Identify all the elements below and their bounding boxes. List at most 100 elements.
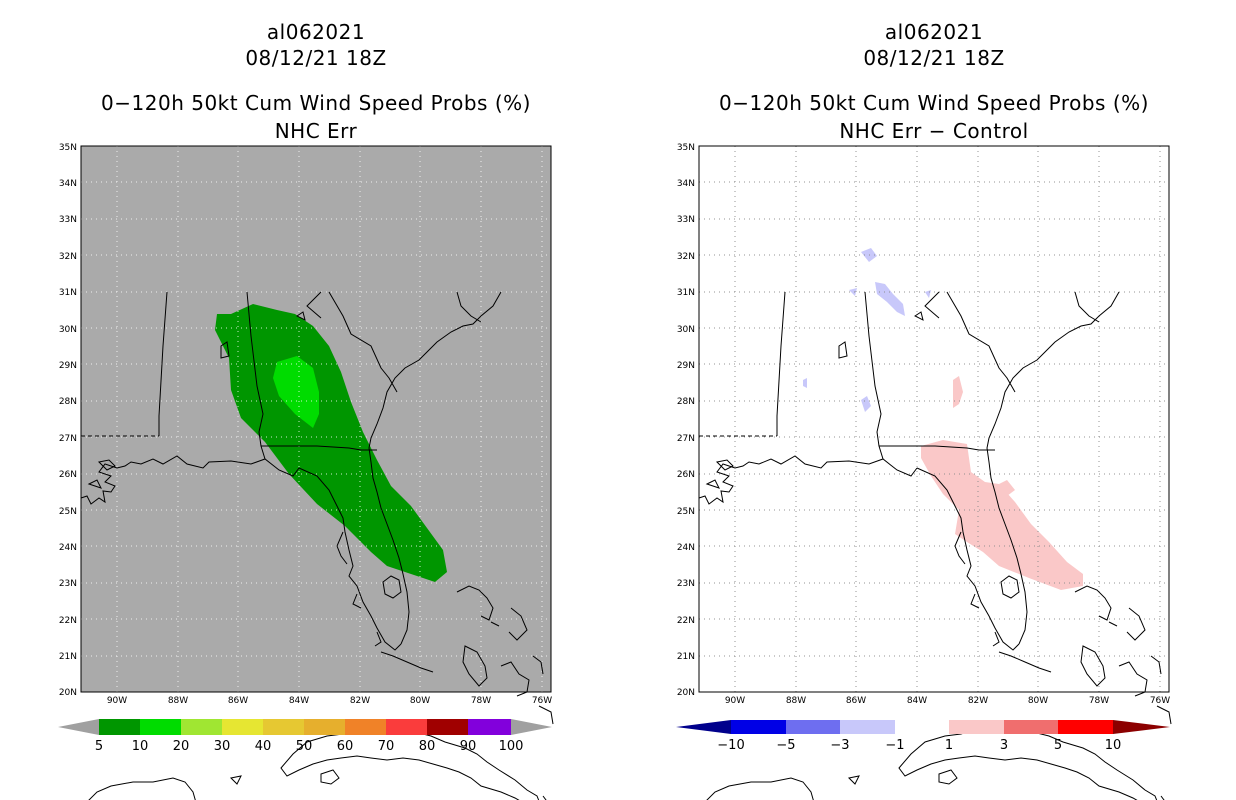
right-colorbar-end-low	[676, 720, 731, 734]
left-title-date: 08/12/21 18Z	[245, 46, 387, 70]
right-colorbar-label: −5	[776, 738, 795, 753]
left-colorbar-label: 80	[419, 739, 436, 754]
left-colorbar-label: 70	[378, 739, 395, 754]
lat-label: 26N	[677, 470, 695, 480]
lon-label: 80W	[1028, 696, 1048, 706]
right-colorbar-box	[895, 720, 949, 734]
lat-label: 32N	[59, 252, 77, 262]
left-colorbar-box	[468, 719, 511, 735]
lat-label: 23N	[677, 579, 695, 589]
right-diff-negative-spot	[849, 288, 857, 296]
lat-label: 31N	[59, 288, 77, 298]
right-diff-positive-small	[999, 480, 1015, 496]
right-map-panel	[698, 145, 1172, 800]
right-colorbar-end-high	[1113, 720, 1170, 734]
left-colorbar-end-high	[511, 719, 552, 735]
lat-label: 27N	[677, 434, 695, 444]
lat-label: 28N	[59, 397, 77, 407]
left-colorbar-label: 60	[337, 739, 354, 754]
right-lat-labels: 35N 34N 33N 32N 31N 30N 29N 28N 27N 26N …	[677, 143, 695, 698]
left-colorbar-label: 30	[214, 739, 231, 754]
lat-label: 24N	[59, 543, 77, 553]
right-diff-positive-west-coast	[953, 376, 963, 408]
right-title-date: 08/12/21 18Z	[863, 46, 1005, 70]
left-colorbar-label: 40	[255, 739, 272, 754]
left-lon-labels: 90W 88W 86W 84W 82W 80W 78W 76W	[107, 696, 552, 706]
lon-label: 88W	[168, 696, 188, 706]
lat-label: 29N	[59, 361, 77, 371]
lon-label: 82W	[350, 696, 370, 706]
lat-label: 27N	[59, 434, 77, 444]
left-colorbar-box	[222, 719, 263, 735]
left-colorbar-box	[386, 719, 427, 735]
right-colorbar-label: −1	[885, 738, 904, 753]
left-colorbar-box	[427, 719, 468, 735]
left-prob-swath-10-20	[273, 356, 319, 428]
lat-label: 23N	[59, 579, 77, 589]
lat-label: 29N	[677, 361, 695, 371]
lat-label: 24N	[677, 543, 695, 553]
lat-label: 22N	[59, 616, 77, 626]
right-colorbar-box	[731, 720, 786, 734]
lon-label: 78W	[471, 696, 491, 706]
lon-label: 76W	[1150, 696, 1170, 706]
lon-label: 84W	[289, 696, 309, 706]
lat-label: 25N	[677, 507, 695, 517]
left-lat-labels: 35N 34N 33N 32N 31N 30N 29N 28N 27N 26N …	[59, 143, 77, 698]
lat-label: 31N	[677, 288, 695, 298]
left-colorbar-box	[304, 719, 345, 735]
lat-label: 30N	[59, 325, 77, 335]
right-colorbar-label: 3	[1000, 738, 1008, 753]
lat-label: 34N	[59, 179, 77, 189]
right-title-experiment: NHC Err − Control	[839, 119, 1029, 143]
lat-label: 32N	[677, 252, 695, 262]
right-colorbar-box	[949, 720, 1004, 734]
left-colorbar-label: 5	[95, 739, 103, 754]
left-colorbar-label: 90	[460, 739, 477, 754]
right-title-product: 0−120h 50kt Cum Wind Speed Probs (%)	[719, 91, 1149, 115]
right-colorbar-label: 10	[1105, 738, 1122, 753]
lat-label: 33N	[677, 215, 695, 225]
left-prob-swath-5-10	[215, 304, 447, 582]
right-diff-negative-panhandle	[875, 282, 905, 316]
left-colorbar-label: 50	[296, 739, 313, 754]
right-colorbar-label: −10	[717, 738, 744, 753]
lon-label: 86W	[228, 696, 248, 706]
lon-label: 90W	[107, 696, 127, 706]
lat-label: 20N	[677, 688, 695, 698]
lat-label: 30N	[677, 325, 695, 335]
right-diff-negative-gulf-1	[803, 378, 807, 388]
left-colorbar-box	[263, 719, 304, 735]
lat-label: 28N	[677, 397, 695, 407]
lat-label: 35N	[677, 143, 695, 153]
left-colorbar-label: 10	[132, 739, 149, 754]
left-colorbar: 5 10 20 30 40 50 60 70 80 90 100	[58, 719, 552, 754]
lat-label: 21N	[677, 652, 695, 662]
lon-label: 82W	[968, 696, 988, 706]
right-diff-negative-gulf-2	[861, 396, 871, 412]
right-colorbar-label: 5	[1054, 738, 1062, 753]
left-map-panel	[80, 145, 554, 800]
left-colorbar-box	[345, 719, 386, 735]
right-map-background	[699, 146, 1169, 692]
lat-label: 20N	[59, 688, 77, 698]
right-colorbar-box	[1058, 720, 1113, 734]
right-colorbar-box	[786, 720, 840, 734]
left-colorbar-label: 20	[173, 739, 190, 754]
right-colorbar: −10 −5 −3 −1 1 3 5 10	[676, 720, 1170, 753]
left-colorbar-box	[181, 719, 222, 735]
left-colorbar-box	[140, 719, 181, 735]
left-title-storm: al062021	[266, 20, 366, 44]
lat-label: 22N	[677, 616, 695, 626]
left-map-frame	[80, 145, 552, 693]
lon-label: 84W	[907, 696, 927, 706]
left-colorbar-end-low	[58, 719, 99, 735]
lat-label: 33N	[59, 215, 77, 225]
lon-label: 86W	[846, 696, 866, 706]
right-colorbar-label: 1	[945, 738, 953, 753]
lon-label: 78W	[1089, 696, 1109, 706]
lat-label: 26N	[59, 470, 77, 480]
lon-label: 76W	[532, 696, 552, 706]
right-colorbar-box	[1004, 720, 1058, 734]
